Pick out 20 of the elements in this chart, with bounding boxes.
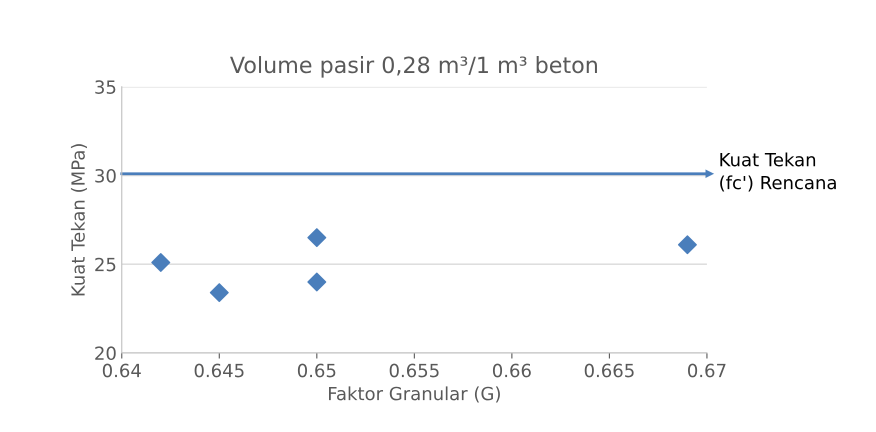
y-tick-label: 30 (95, 168, 116, 183)
x-axis-title: Faktor Granular (G) (329, 386, 500, 402)
y-tick-label: 25 (95, 258, 116, 272)
x-tick-label: 0.645 (194, 364, 244, 378)
point (210, 283, 229, 302)
x-tick-label: 0.64 (102, 364, 141, 378)
y-axis-title: Kuat Tekan (MPa) (70, 144, 87, 296)
y-tick-label: 20 (95, 346, 116, 360)
point (307, 272, 326, 292)
y-tick-label: 35 (95, 80, 116, 94)
chart-title: Volume pasir 0,28 m³/1 m³ beton (230, 56, 597, 78)
point (151, 252, 170, 272)
point (678, 235, 697, 254)
x-tick-label: 0.665 (584, 364, 634, 378)
x-tick-label: 0.655 (390, 364, 439, 378)
point (307, 228, 326, 248)
x-tick-label: 0.67 (688, 364, 726, 378)
ref-line-label: Kuat Tekan (fc') Rencana (720, 152, 836, 192)
x-tick-label: 0.65 (298, 364, 336, 378)
x-tick-label: 0.66 (492, 364, 531, 378)
